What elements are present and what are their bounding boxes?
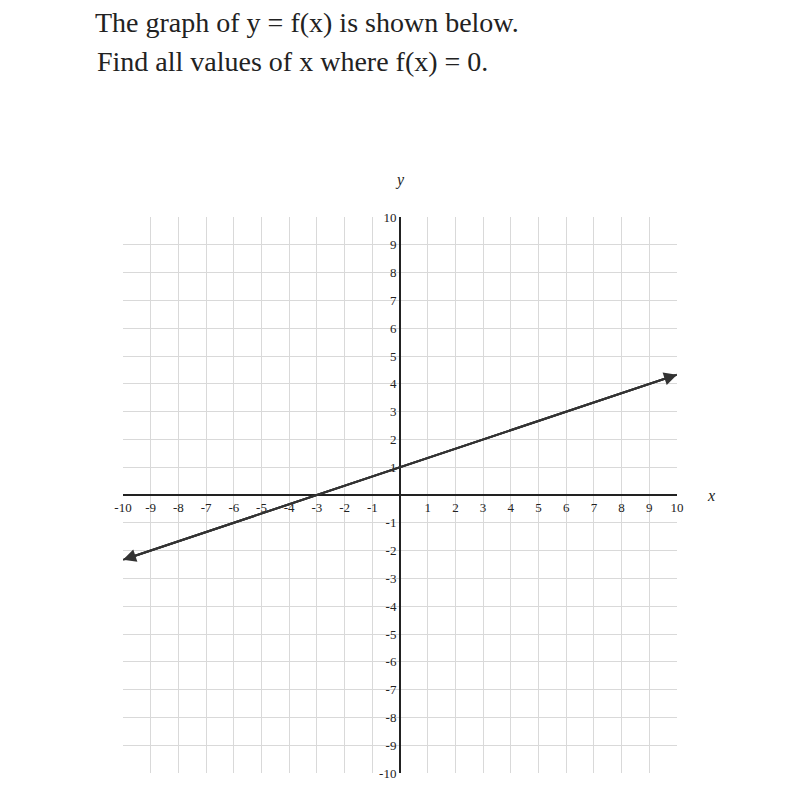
svg-text:4: 4 (390, 376, 397, 391)
svg-text:The graph of y = f(x) is shown: The graph of y = f(x) is shown below. (95, 7, 519, 38)
svg-text:9: 9 (646, 500, 653, 515)
svg-text:y: y (395, 171, 405, 189)
svg-text:2: 2 (390, 432, 397, 447)
svg-text:x: x (707, 487, 715, 504)
svg-text:-10: -10 (114, 500, 131, 515)
svg-text:9: 9 (390, 237, 397, 252)
svg-text:6: 6 (563, 500, 570, 515)
svg-text:-8: -8 (173, 500, 184, 515)
svg-text:-2: -2 (339, 500, 350, 515)
svg-text:-10: -10 (379, 766, 396, 781)
svg-text:5: 5 (535, 500, 542, 515)
svg-text:2: 2 (452, 500, 459, 515)
svg-text:7: 7 (390, 293, 397, 308)
svg-text:-1: -1 (367, 500, 378, 515)
svg-text:-5: -5 (386, 627, 397, 642)
svg-text:-3: -3 (311, 500, 322, 515)
svg-text:3: 3 (390, 404, 397, 419)
svg-text:-6: -6 (228, 500, 239, 515)
svg-text:5: 5 (390, 349, 397, 364)
svg-text:7: 7 (591, 500, 598, 515)
svg-text:-4: -4 (284, 500, 295, 515)
svg-text:-8: -8 (386, 710, 397, 725)
svg-text:10: 10 (671, 500, 684, 515)
svg-text:-1: -1 (386, 515, 397, 530)
svg-text:-6: -6 (386, 654, 397, 669)
svg-text:-7: -7 (201, 500, 212, 515)
svg-text:1: 1 (424, 500, 431, 515)
svg-text:Find all values of x where f(x: Find all values of x where f(x) = 0. (97, 46, 488, 77)
svg-text:6: 6 (390, 321, 397, 336)
svg-text:-2: -2 (386, 543, 397, 558)
svg-text:3: 3 (480, 500, 487, 515)
svg-text:8: 8 (390, 265, 397, 280)
svg-text:1: 1 (390, 460, 397, 475)
svg-text:-7: -7 (386, 682, 397, 697)
svg-text:-9: -9 (145, 500, 156, 515)
svg-text:-3: -3 (386, 571, 397, 586)
svg-text:-4: -4 (386, 599, 397, 614)
svg-text:8: 8 (618, 500, 625, 515)
svg-text:10: 10 (383, 210, 396, 225)
svg-text:4: 4 (508, 500, 515, 515)
svg-text:-9: -9 (386, 738, 397, 753)
svg-text:-5: -5 (256, 500, 267, 515)
